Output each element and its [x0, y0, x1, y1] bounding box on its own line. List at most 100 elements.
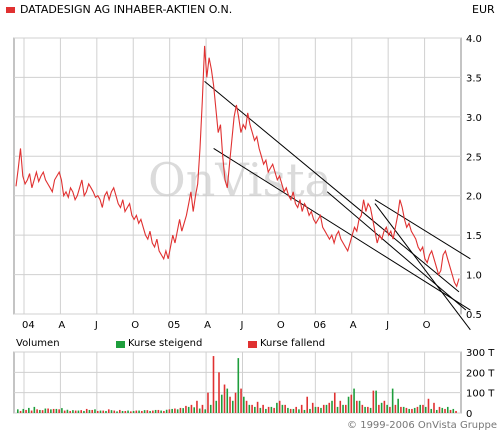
volume-y-tick-label: 0	[466, 409, 472, 420]
volume-bar-falling	[152, 410, 154, 413]
volume-bar-falling	[201, 404, 204, 413]
volume-bar-rising	[380, 402, 383, 413]
y-tick-label: 4.0	[466, 34, 482, 45]
volume-bar-rising	[226, 388, 229, 413]
volume-bar-rising	[358, 400, 361, 413]
volume-bar-falling	[328, 402, 331, 413]
volume-bar-rising	[105, 410, 107, 413]
volume-bar-rising	[320, 407, 322, 413]
watermark: OnVista	[148, 153, 332, 207]
volume-bar-rising	[83, 410, 85, 413]
volume-bar-falling	[58, 409, 60, 413]
volume-bar-rising	[187, 406, 190, 413]
volume-y-tick-label: 300 T	[466, 348, 495, 359]
volume-bar-falling	[356, 400, 358, 413]
volume-bar-rising	[248, 404, 251, 413]
volume-bar-falling	[411, 408, 413, 413]
volume-bar-rising	[22, 408, 25, 413]
volume-bar-falling	[74, 410, 77, 413]
volume-bar-falling	[63, 410, 66, 413]
volume-bar-rising	[281, 404, 284, 413]
volume-bar-rising	[435, 409, 438, 413]
volume-bar-falling	[322, 404, 325, 413]
volume-bar-falling	[163, 410, 165, 413]
y-tick-label: 3.0	[466, 113, 482, 124]
volume-bar-falling	[174, 408, 176, 413]
volume-bar-rising	[314, 406, 317, 413]
volume-bar-falling	[30, 410, 33, 413]
volume-bar-falling	[52, 408, 55, 413]
volume-bar-rising	[193, 407, 195, 413]
volume-bar-rising	[182, 408, 184, 413]
x-tick-label: O	[423, 320, 431, 331]
volume-bar-rising	[116, 411, 118, 413]
volume-bar-falling	[284, 404, 286, 413]
volume-label: Volumen	[16, 338, 60, 349]
volume-bar-rising	[138, 410, 140, 413]
volume-bar-falling	[383, 400, 386, 413]
volume-bar-falling	[300, 404, 303, 413]
volume-bar-falling	[245, 400, 248, 413]
volume-bar-falling	[36, 409, 38, 413]
volume-bar-rising	[452, 408, 455, 413]
volume-bar-falling	[433, 402, 435, 413]
volume-bar-rising	[154, 409, 157, 413]
rising-legend-label: Kurse steigend	[128, 338, 203, 349]
volume-bar-falling	[207, 392, 209, 413]
volume-bar-rising	[364, 406, 366, 413]
volume-bar-falling	[256, 401, 259, 413]
x-tick-label: A	[350, 320, 357, 331]
y-tick-label: 2.0	[466, 192, 482, 203]
volume-bar-falling	[240, 388, 242, 413]
volume-bar-falling	[394, 404, 397, 413]
volume-bar-rising	[50, 409, 52, 413]
volume-bar-falling	[438, 406, 441, 413]
volume-bar-rising	[44, 408, 47, 413]
y-tick-label: 0.5	[466, 310, 482, 321]
volume-bar-rising	[430, 408, 433, 413]
volume-bar-falling	[91, 409, 94, 413]
volume-bar-falling	[378, 404, 380, 413]
volume-bar-falling	[289, 408, 292, 413]
x-tick-label: J	[240, 320, 244, 331]
volume-bar-falling	[400, 406, 402, 413]
volume-bar-falling	[455, 410, 457, 413]
volume-bar-rising	[88, 409, 91, 413]
volume-bar-rising	[231, 400, 234, 413]
volume-bar-rising	[99, 410, 102, 413]
volume-y-tick-label: 100 T	[466, 389, 495, 400]
volume-bar-falling	[372, 390, 375, 413]
volume-bar-rising	[143, 410, 146, 413]
volume-bar-rising	[375, 390, 377, 413]
volume-bar-falling	[96, 410, 99, 413]
volume-bar-rising	[397, 398, 399, 413]
x-tick-label: J	[94, 320, 98, 331]
volume-bar-rising	[28, 407, 30, 413]
volume-bar-rising	[342, 404, 344, 413]
volume-bar-falling	[344, 404, 347, 413]
volume-bar-rising	[391, 388, 394, 413]
volume-bar-falling	[130, 411, 132, 413]
volume-bar-falling	[422, 404, 424, 413]
trend-line	[326, 191, 467, 311]
volume-bar-falling	[295, 406, 297, 413]
volume-bar-falling	[218, 372, 220, 413]
volume-bar-rising	[303, 409, 306, 413]
volume-bar-falling	[80, 410, 82, 413]
volume-bar-falling	[389, 406, 391, 413]
volume-bar-falling	[449, 409, 452, 413]
volume-bar-rising	[270, 406, 273, 413]
volume-bar-rising	[325, 404, 328, 413]
volume-bar-falling	[311, 402, 314, 413]
x-tick-label: 05	[168, 320, 181, 331]
volume-bar-rising	[424, 406, 427, 413]
falling-legend-swatch	[248, 341, 257, 348]
volume-bar-rising	[309, 408, 311, 413]
volume-bar-falling	[141, 410, 143, 413]
volume-bar-falling	[405, 407, 408, 413]
volume-bar-rising	[72, 410, 74, 413]
volume-bar-falling	[102, 410, 105, 413]
volume-bar-rising	[198, 408, 201, 413]
volume-bar-rising	[237, 358, 240, 413]
